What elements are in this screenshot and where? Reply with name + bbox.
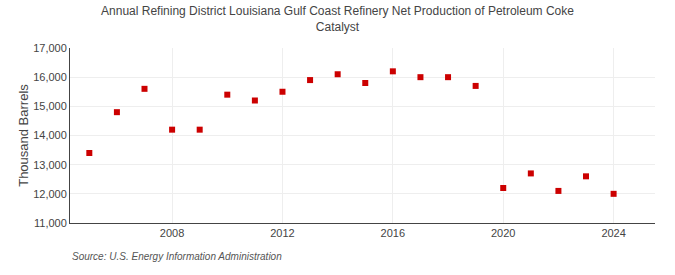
svg-text:Source: U.S. Energy Informatio: Source: U.S. Energy Information Administ… (72, 251, 282, 262)
svg-text:11,000: 11,000 (34, 217, 67, 229)
svg-text:2012: 2012 (270, 227, 294, 239)
svg-text:16,000: 16,000 (33, 71, 67, 83)
svg-text:Annual Refining District Louis: Annual Refining District Louisiana Gulf … (101, 4, 574, 34)
svg-text:2020: 2020 (491, 227, 515, 239)
svg-text:2016: 2016 (381, 227, 405, 239)
svg-text:2008: 2008 (160, 227, 184, 239)
svg-text:13,000: 13,000 (33, 159, 67, 171)
svg-text:17,000: 17,000 (33, 42, 67, 54)
svg-text:Thousand Barrels: Thousand Barrels (16, 84, 31, 187)
svg-text:2024: 2024 (601, 227, 625, 239)
svg-text:14,000: 14,000 (33, 129, 67, 141)
svg-text:12,000: 12,000 (33, 188, 67, 200)
svg-text:15,000: 15,000 (33, 100, 67, 112)
